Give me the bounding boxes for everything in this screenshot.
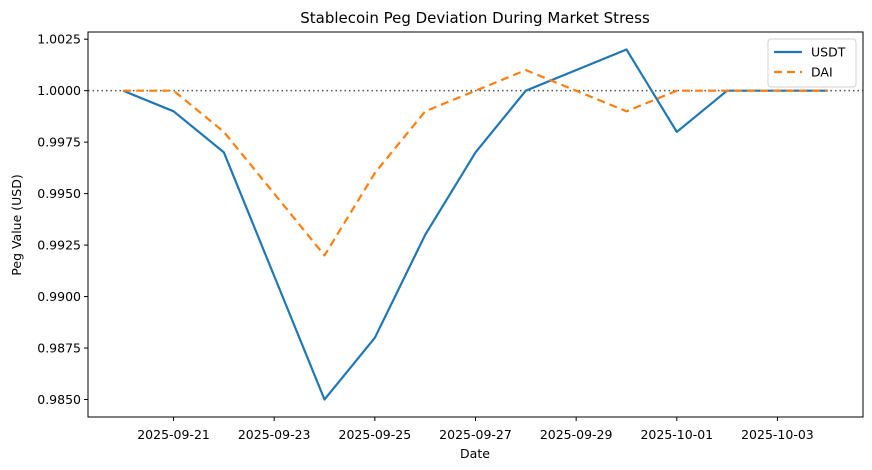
x-tick-label: 2025-10-01 — [640, 427, 713, 442]
series-line-dai — [123, 68, 828, 257]
x-tick-label: 2025-09-23 — [238, 427, 311, 442]
legend-label-dai: DAI — [811, 65, 833, 80]
plot-area — [87, 31, 864, 418]
y-tick-label: 0.9875 — [37, 341, 81, 356]
x-tick-label: 2025-09-29 — [540, 427, 613, 442]
y-tick-label: 1.0000 — [37, 83, 81, 98]
y-tick-label: 1.0025 — [37, 32, 81, 47]
x-tick-label: 2025-09-25 — [339, 427, 412, 442]
legend-label-usdt: USDT — [811, 45, 846, 60]
y-tick-label: 0.9925 — [37, 238, 81, 253]
y-tick-label: 0.9975 — [37, 135, 81, 150]
y-tick-label: 0.9850 — [37, 392, 81, 407]
series-line-usdt — [122, 48, 828, 401]
x-axis: 2025-09-21 2025-09-23 2025-09-25 2025-09-27… — [137, 417, 814, 442]
chart-title: Stablecoin Peg Deviation During Market S… — [300, 9, 650, 27]
y-tick-label: 0.9950 — [37, 186, 81, 201]
legend: USDT DAI — [767, 38, 857, 88]
x-axis-label: Date — [460, 446, 490, 461]
y-tick-label: 0.9900 — [37, 289, 81, 304]
x-tick-label: 2025-10-03 — [741, 427, 814, 442]
y-axis: 0.9850 0.9875 0.9900 0.9925 0.9950 0.9975 1.00… — [37, 32, 88, 407]
y-axis-label: Peg Value (USD) — [9, 174, 24, 275]
x-tick-label: 2025-09-21 — [137, 427, 210, 442]
x-tick-label: 2025-09-27 — [439, 427, 512, 442]
